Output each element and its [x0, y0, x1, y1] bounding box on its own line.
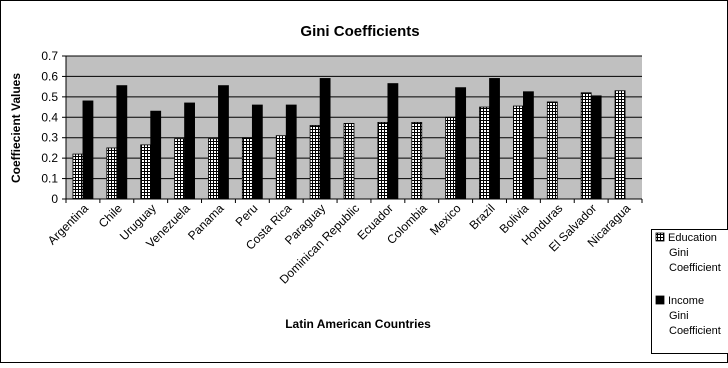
education-bar-ecuador	[378, 122, 388, 199]
income-bar-chile	[117, 86, 127, 199]
y-tick-label: 0.6	[41, 69, 58, 83]
income-bar-el-salvador	[591, 96, 601, 199]
income-bar-brazil	[490, 78, 500, 199]
y-tick-label: 0.1	[41, 172, 58, 186]
legend-label: Income	[668, 295, 704, 307]
income-bar-ecuador	[388, 84, 398, 199]
x-axis-title: Latin American Countries	[285, 317, 431, 331]
education-bar-bolivia	[513, 106, 523, 199]
education-bar-brazil	[480, 107, 490, 199]
y-tick-label: 0.5	[41, 90, 58, 104]
y-tick-label: 0.7	[41, 49, 58, 63]
income-bar-argentina	[83, 101, 93, 199]
legend-label: Coefficient	[669, 262, 721, 274]
income-bar-costa-rica	[286, 105, 296, 199]
income-bar-peru	[252, 105, 262, 199]
education-bar-argentina	[73, 154, 83, 199]
legend-swatch-income	[656, 296, 664, 304]
income-bar-bolivia	[523, 92, 533, 199]
legend-label: Coefficient	[669, 325, 721, 337]
legend-label: Gini	[669, 247, 689, 259]
education-bar-dominican-republic	[344, 123, 354, 199]
legend-swatch-education	[656, 233, 664, 241]
legend: Education Gini Coefficient Income Gini Coeffi…	[652, 230, 728, 354]
income-bar-paraguay	[320, 78, 330, 199]
education-bar-colombia	[412, 122, 422, 199]
y-tick-label: 0	[51, 192, 58, 206]
education-bar-nicaragua	[615, 91, 625, 199]
income-bar-venezuela	[185, 103, 195, 199]
education-bar-mexico	[446, 117, 456, 199]
education-bar-uruguay	[141, 145, 151, 199]
education-bar-paraguay	[310, 125, 320, 199]
education-bar-peru	[242, 138, 252, 199]
y-tick-label: 0.4	[41, 110, 58, 124]
y-axis-title: Coeffiecient Values	[9, 73, 23, 183]
income-bar-panama	[218, 86, 228, 199]
education-bar-panama	[208, 139, 218, 199]
legend-label: Gini	[669, 310, 689, 322]
income-bar-mexico	[456, 88, 466, 199]
education-bar-costa-rica	[276, 136, 286, 199]
income-bar-uruguay	[151, 111, 161, 199]
education-bar-honduras	[547, 102, 557, 199]
education-bar-el-salvador	[581, 93, 591, 199]
education-bar-chile	[107, 148, 117, 199]
education-bar-venezuela	[175, 139, 185, 199]
chart-title: Gini Coefficients	[300, 23, 419, 40]
y-tick-label: 0.3	[41, 131, 58, 145]
y-tick-label: 0.2	[41, 151, 58, 165]
legend-label: Education	[668, 232, 717, 244]
